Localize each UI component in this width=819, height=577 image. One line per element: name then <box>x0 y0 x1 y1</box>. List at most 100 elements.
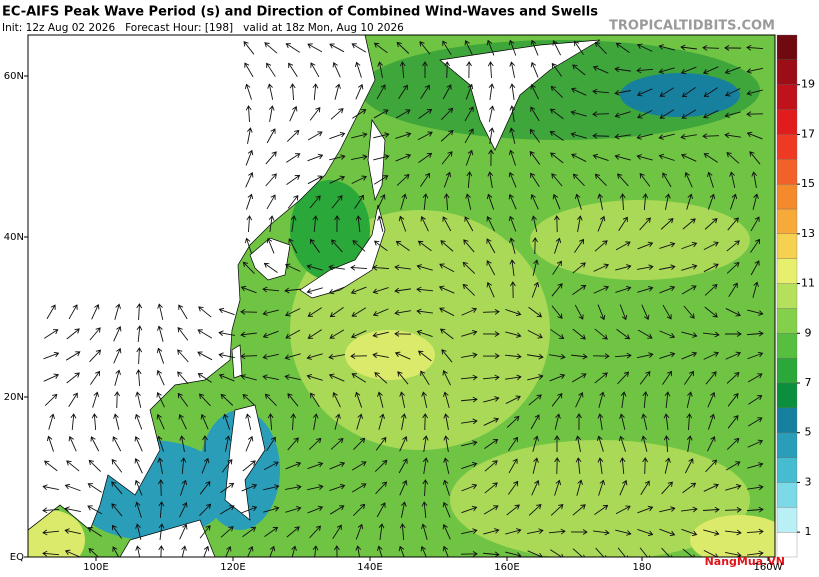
arrow <box>246 215 253 233</box>
arrow <box>703 87 718 97</box>
arrow <box>465 149 474 166</box>
arrow <box>597 457 604 474</box>
arrow <box>134 501 142 518</box>
arrow <box>312 545 319 557</box>
arrow <box>662 370 672 385</box>
arrow <box>615 505 631 515</box>
arrow <box>136 303 143 321</box>
arrow <box>574 238 585 253</box>
arrow <box>113 325 122 342</box>
arrow <box>619 413 626 430</box>
arrow <box>593 285 610 294</box>
arrow <box>554 237 562 254</box>
arrow <box>287 194 299 209</box>
arrow <box>376 84 386 100</box>
arrow <box>752 193 759 210</box>
colorbar-label: 7 <box>805 376 812 389</box>
arrow <box>376 502 386 518</box>
arrow <box>242 526 257 538</box>
map-frame <box>27 34 776 558</box>
arrow <box>220 526 234 538</box>
arrow <box>570 529 588 535</box>
arrow <box>532 435 539 452</box>
arrow <box>597 193 604 210</box>
arrow <box>486 238 496 254</box>
arrow <box>66 372 80 384</box>
arrow <box>285 329 301 339</box>
arrow <box>461 505 478 514</box>
arrow <box>264 526 279 538</box>
arrow <box>680 153 697 162</box>
arrow <box>750 238 761 253</box>
arrow <box>395 153 412 162</box>
arrow <box>658 133 675 140</box>
arrow <box>306 353 323 360</box>
arrow <box>398 545 405 557</box>
arrow <box>114 303 121 320</box>
arrow <box>747 484 764 491</box>
lon-label: 180 <box>632 562 651 573</box>
arrow <box>486 260 496 276</box>
arrow <box>686 391 693 408</box>
arrow <box>463 239 475 253</box>
arrow <box>746 67 763 74</box>
arrow <box>664 457 671 474</box>
arrow <box>307 329 322 339</box>
arrow <box>353 437 366 451</box>
arrow <box>203 545 210 557</box>
arrow <box>268 105 275 122</box>
arrow <box>334 83 341 100</box>
colorbar-segment <box>776 308 798 334</box>
arrow <box>597 413 604 430</box>
arrow <box>136 347 143 365</box>
colorbar-segment <box>776 333 798 359</box>
arrow <box>351 461 367 471</box>
arrow <box>44 329 59 339</box>
arrow <box>46 304 56 320</box>
arrow <box>614 133 631 140</box>
arrow <box>597 215 606 232</box>
arrow <box>245 105 252 123</box>
arrow <box>377 194 386 210</box>
arrow <box>747 462 764 469</box>
arrow <box>87 527 102 537</box>
arrow <box>222 413 230 430</box>
arrow <box>225 545 232 557</box>
arrow <box>488 105 495 122</box>
arrow <box>328 264 345 271</box>
arrow <box>682 548 695 557</box>
arrow <box>245 171 254 188</box>
arrow <box>330 438 344 450</box>
arrow <box>329 483 346 492</box>
arrow <box>530 61 539 78</box>
arrow <box>637 241 654 250</box>
arrow <box>266 436 276 451</box>
arrow <box>218 373 235 382</box>
arrow <box>617 371 630 385</box>
arrow <box>574 193 582 210</box>
arrow <box>550 329 565 340</box>
arrow <box>746 131 763 140</box>
arrow <box>113 347 122 364</box>
colorbar-segment <box>776 109 798 135</box>
arrow <box>242 261 255 275</box>
arrow <box>642 391 649 409</box>
arrow <box>400 193 407 210</box>
arrow <box>594 372 608 384</box>
arrow <box>221 458 233 473</box>
arrow <box>464 106 474 122</box>
arrow <box>157 479 164 497</box>
arrow <box>527 374 544 381</box>
arrow <box>285 308 301 317</box>
arrow <box>509 237 516 254</box>
arrow <box>269 545 276 557</box>
arrow <box>394 330 412 337</box>
arrow <box>530 84 539 100</box>
arrow <box>486 39 495 56</box>
arrow <box>307 307 322 317</box>
lat-label: 40N <box>4 232 24 243</box>
arrow <box>354 194 364 209</box>
colorbar-segment <box>776 208 798 235</box>
arrow <box>372 308 389 317</box>
arrow <box>351 483 367 493</box>
